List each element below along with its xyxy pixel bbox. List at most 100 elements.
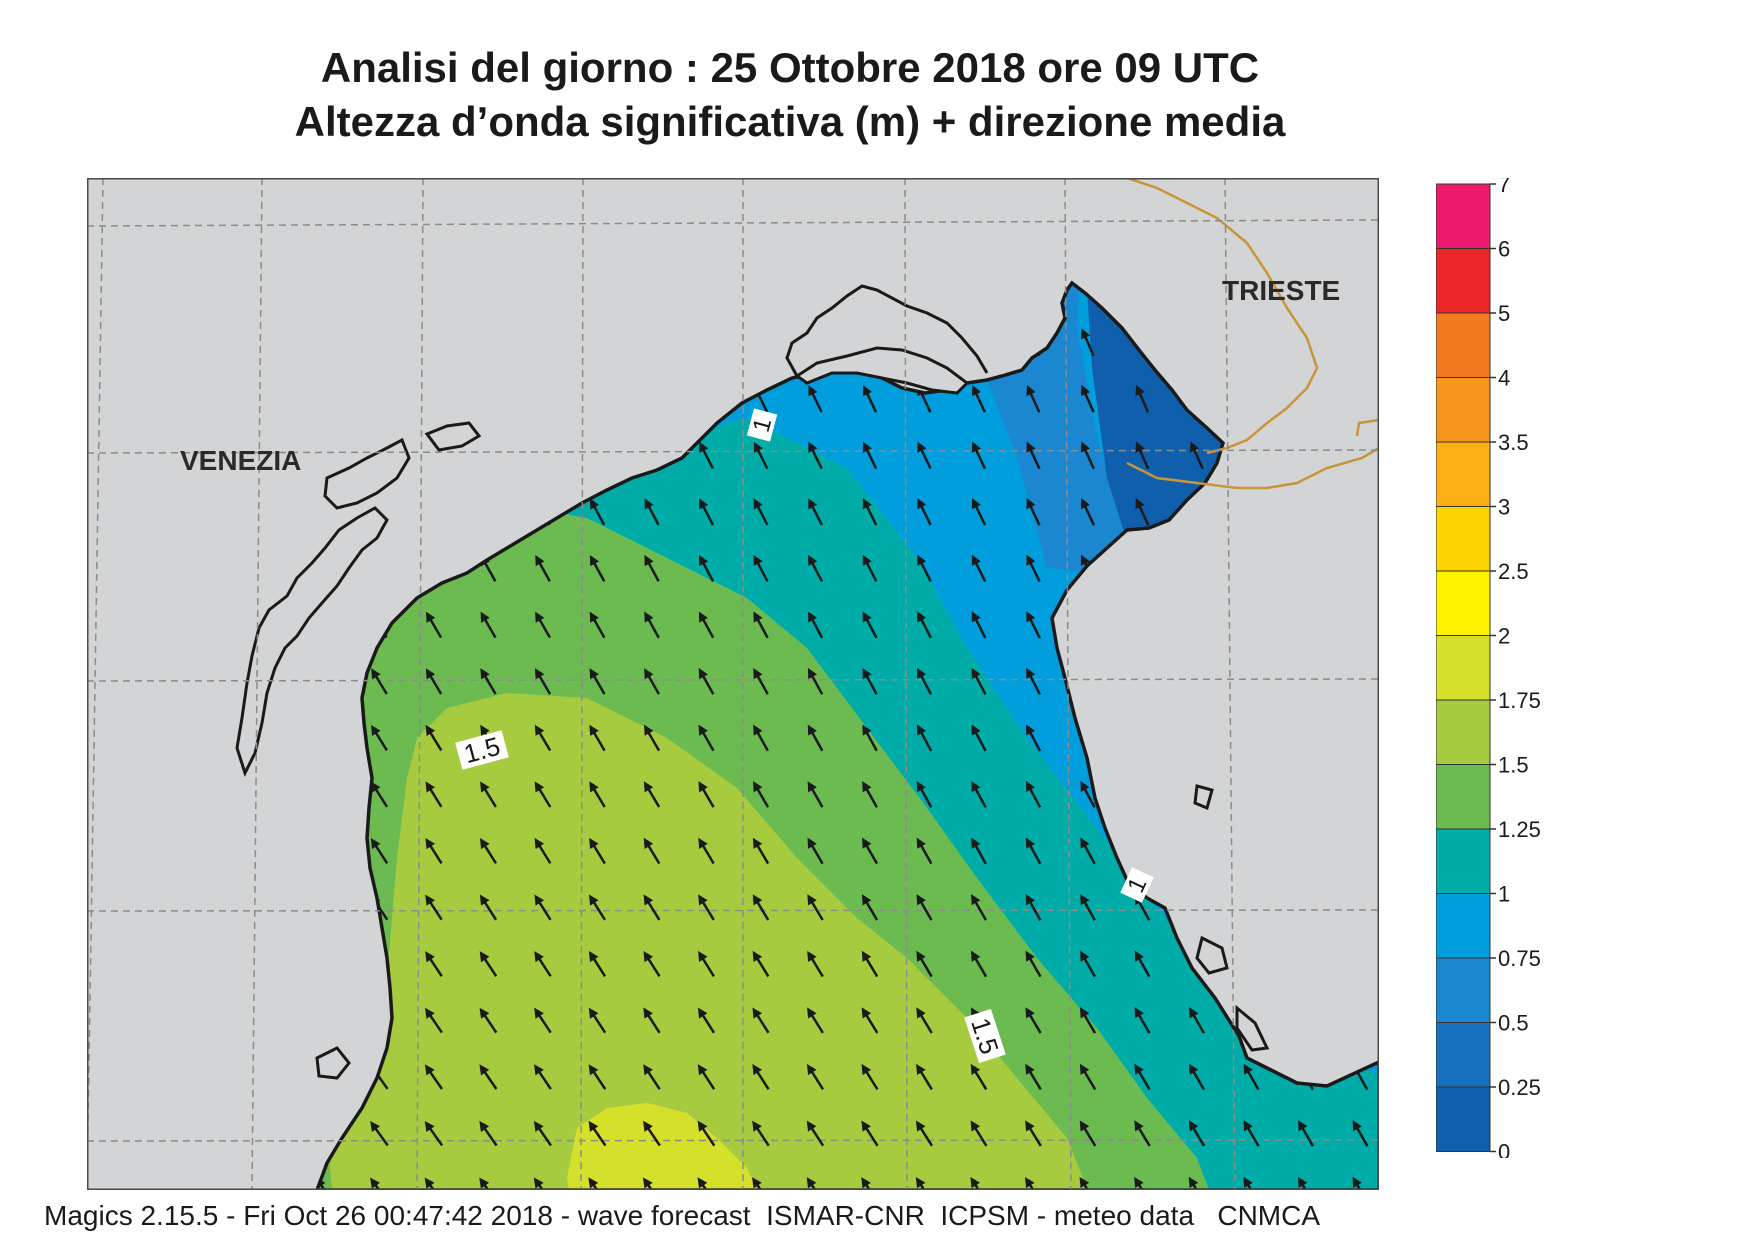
legend-tick-label: 1.5 (1498, 753, 1529, 778)
mainland-coast-north (785, 284, 989, 377)
wave-arrow (424, 1120, 444, 1147)
wave-height-map: 1 1.5 1 1.5 VENEZIA TRIESTE (87, 178, 1379, 1190)
wave-arrow (861, 1177, 879, 1190)
wave-arrow (917, 667, 933, 695)
wave-arrow (753, 781, 770, 808)
wave-arrow (425, 781, 443, 808)
wave-arrow (425, 724, 443, 752)
wave-arrow (971, 498, 987, 526)
wave-arrow (535, 611, 552, 639)
map-frame (87, 178, 1379, 1190)
legend-band (1436, 570, 1491, 636)
wave-arrow (589, 611, 606, 639)
legend-tick-label: 0.5 (1498, 1011, 1529, 1036)
wave-arrow (970, 1063, 988, 1091)
wave-arrow (643, 1120, 661, 1147)
wave-arrow (1080, 780, 1096, 808)
wave-arrow (806, 1120, 825, 1147)
wave-arrow (371, 724, 388, 752)
wave-arrow (1025, 1007, 1042, 1034)
wave-arrow (1134, 1063, 1151, 1091)
wave-arrow (752, 1064, 770, 1090)
wave-arrow (862, 498, 878, 526)
wave-arrow (643, 894, 661, 921)
wave-arrow (425, 951, 443, 977)
wave-arrow (1080, 498, 1096, 526)
wave-arrow (588, 1064, 607, 1090)
legend-tick-label: 0.25 (1498, 1075, 1541, 1100)
wave-arrow (807, 667, 824, 695)
wave-arrow (1079, 1007, 1097, 1034)
wave-arrow (806, 1063, 825, 1090)
wave-arrow (1080, 441, 1095, 470)
wave-arrow (644, 611, 660, 639)
wave-arrow (916, 1007, 933, 1034)
wave-arrow (862, 385, 878, 413)
legend-tick-label: 7 (1498, 178, 1510, 197)
wave-arrow (861, 1063, 879, 1091)
wave-arrow (917, 611, 933, 639)
wave-arrow (1243, 1176, 1260, 1190)
wave-arrow (1243, 1120, 1260, 1147)
wave-arrow (534, 1064, 552, 1090)
wave-arrow (808, 441, 823, 470)
wave-arrow (697, 1007, 716, 1034)
wave-arrow (807, 1007, 824, 1034)
wave-arrow (697, 1177, 716, 1190)
wave-arrow (534, 951, 552, 977)
wave-arrow (917, 498, 932, 526)
wave-arrow (862, 441, 878, 470)
wave-arrow (970, 1120, 988, 1147)
wave-arrow (589, 498, 606, 526)
legend-band (1436, 183, 1491, 249)
wave-arrow (862, 837, 879, 865)
wave-arrow (1026, 554, 1041, 583)
wave-arrow (643, 837, 661, 865)
wave-arrow (1025, 894, 1042, 921)
wave-arrow (862, 724, 878, 752)
wave-arrow (588, 951, 607, 977)
wave-arrow (588, 1177, 607, 1190)
legend-band (1436, 248, 1491, 314)
wave-arrow (807, 781, 824, 808)
wave-arrow (1188, 1176, 1206, 1190)
wave-arrow (861, 1120, 879, 1147)
legend-band (1436, 312, 1491, 378)
legend-tick-label: 3.5 (1498, 430, 1529, 455)
wave-arrow (970, 1177, 988, 1190)
wave-arrow (425, 611, 443, 639)
legend-tick-label: 0.75 (1498, 946, 1541, 971)
wave-arrow (480, 611, 497, 639)
wave-arrow (371, 668, 388, 695)
wave-arrow (916, 950, 933, 978)
wave-arrow (915, 1120, 934, 1147)
wave-arrow (971, 724, 987, 752)
legend-tick-label: 1.25 (1498, 817, 1541, 842)
wave-arrow (1135, 441, 1150, 470)
wave-arrow (589, 894, 606, 921)
wave-arrow (752, 837, 770, 865)
legend-tick-label: 6 (1498, 237, 1510, 262)
wave-arrow (753, 724, 769, 752)
legend-tick-label: 1 (1498, 882, 1510, 907)
wave-arrow (698, 668, 715, 695)
wave-arrow (1298, 1120, 1315, 1147)
wave-arrow (1188, 1120, 1206, 1147)
wave-arrow (589, 724, 606, 752)
wave-arrow (971, 837, 987, 865)
wave-arrow (425, 668, 443, 695)
legend-band (1436, 377, 1491, 443)
wave-arrow (753, 554, 769, 582)
wave-arrow (370, 838, 389, 864)
place-label-venezia: VENEZIA (180, 445, 301, 476)
graticule (87, 178, 1379, 1190)
wave-arrow (1026, 611, 1041, 639)
legend-band (1436, 893, 1491, 959)
wave-arrow (752, 950, 770, 978)
wave-arrow (1134, 1120, 1151, 1147)
wave-arrow (1026, 498, 1041, 526)
wave-arrow (1134, 1007, 1151, 1034)
wave-arrow (916, 1063, 933, 1091)
wave-arrow (589, 781, 606, 808)
wave-arrow (862, 611, 878, 639)
